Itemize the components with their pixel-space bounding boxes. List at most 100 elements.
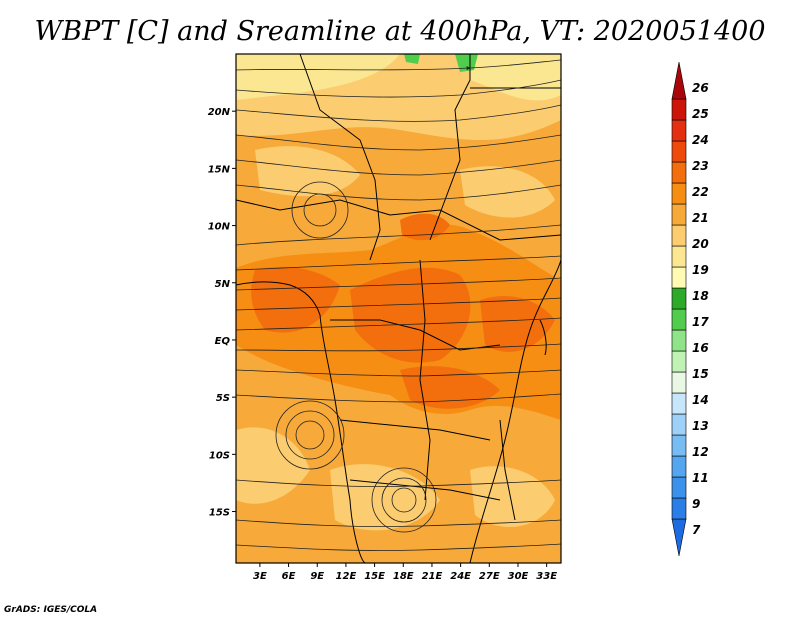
colorbar-label: 26 bbox=[692, 81, 709, 95]
y-tick-label: 20N bbox=[208, 107, 231, 118]
colorbar-label: 14 bbox=[692, 393, 709, 407]
wbpt-green-pocket-1 bbox=[404, 54, 420, 64]
colorbar-swatch bbox=[671, 476, 687, 499]
streamline-11 bbox=[236, 317, 561, 331]
wbpt-northeast-yellow bbox=[470, 54, 561, 101]
colorbar-label: 7 bbox=[692, 523, 701, 537]
y-tick-label: 5N bbox=[215, 279, 231, 290]
colorbar-swatch bbox=[671, 245, 687, 268]
colorbar-swatch bbox=[671, 266, 687, 289]
streamline-4 bbox=[236, 134, 561, 151]
colorbar-swatch bbox=[671, 308, 687, 331]
colorbar-swatch bbox=[671, 119, 687, 142]
map-frame bbox=[235, 53, 562, 564]
streamline-13 bbox=[236, 369, 561, 377]
colorbar-swatch bbox=[671, 287, 687, 310]
colorbar-label: 18 bbox=[692, 289, 709, 303]
wbpt-north-yellow bbox=[236, 54, 400, 100]
vortex-1-ring-1 bbox=[295, 420, 325, 450]
border-3 bbox=[236, 199, 561, 241]
wbpt-core-west bbox=[251, 266, 340, 333]
streamline-15 bbox=[236, 479, 561, 487]
vortex-2-ring-3 bbox=[371, 467, 437, 533]
colorbar-swatch bbox=[671, 203, 687, 226]
colorbar-label: 25 bbox=[692, 107, 709, 121]
y-tick-label: 10S bbox=[209, 450, 230, 461]
vortex-1-ring-2 bbox=[285, 410, 335, 460]
vortex-1-ring-3 bbox=[275, 400, 345, 470]
colorbar-label: 23 bbox=[692, 159, 709, 173]
y-tick-label: EQ bbox=[215, 336, 231, 347]
colorbar-label: 11 bbox=[692, 471, 709, 485]
west-coastline bbox=[236, 281, 366, 563]
colorbar-swatch bbox=[671, 434, 687, 457]
wbpt-core-south bbox=[400, 366, 500, 409]
streamline-6 bbox=[236, 184, 561, 201]
streamline-17 bbox=[236, 543, 561, 551]
streamline-16 bbox=[236, 519, 561, 527]
border-6 bbox=[349, 479, 501, 501]
border-7 bbox=[419, 259, 431, 501]
y-axis: 20N 15N 10N 5N EQ 5S 10S 15S bbox=[208, 107, 236, 519]
colorbar-swatch bbox=[671, 61, 687, 100]
streamline-8 bbox=[236, 255, 561, 271]
colorbar-label: 9 bbox=[692, 497, 700, 511]
x-tick-label: 30E bbox=[508, 571, 529, 582]
colorbar-label: 20 bbox=[692, 237, 709, 251]
x-tick-label: 21E bbox=[422, 571, 443, 582]
x-tick-label: 3E bbox=[253, 571, 267, 582]
vortex-2-ring-1 bbox=[391, 487, 417, 513]
colorbar-label: 24 bbox=[692, 133, 709, 147]
border-9 bbox=[499, 419, 516, 521]
x-tick-label: 12E bbox=[336, 571, 357, 582]
y-tick-label: 5S bbox=[216, 393, 230, 404]
wbpt-core-east bbox=[480, 296, 555, 352]
x-tick-label: 18E bbox=[393, 571, 414, 582]
colorbar-label: 15 bbox=[692, 367, 709, 381]
colorbar-label: 12 bbox=[692, 445, 709, 459]
streamline-1 bbox=[236, 59, 561, 71]
wbpt-south-patch-1 bbox=[236, 427, 310, 504]
colorbar-label: 13 bbox=[692, 419, 709, 433]
y-tick-label: 10N bbox=[208, 222, 231, 233]
colorbar-swatch bbox=[671, 518, 687, 557]
colorbar-swatch bbox=[671, 224, 687, 247]
grads-credit: GrADS: IGES/COLA bbox=[4, 605, 97, 615]
border-2 bbox=[299, 54, 381, 261]
colorbar-label: 17 bbox=[692, 315, 709, 329]
streamline-5 bbox=[236, 159, 561, 176]
colorbar-swatch bbox=[671, 98, 687, 121]
x-tick-label: 27E bbox=[479, 571, 500, 582]
colorbar-swatch bbox=[671, 329, 687, 352]
colorbar-swatch bbox=[671, 392, 687, 415]
vortex-2-ring-2 bbox=[381, 477, 427, 523]
border-1 bbox=[429, 54, 471, 241]
colorbar-swatch bbox=[671, 413, 687, 436]
streamline-12 bbox=[236, 343, 561, 352]
colorbar-swatch bbox=[671, 455, 687, 478]
x-axis: 3E 6E 9E 12E 15E 18E 21E 24E 27E 30E 33E bbox=[253, 563, 557, 582]
x-tick-label: 6E bbox=[282, 571, 296, 582]
x-tick-label: 33E bbox=[536, 571, 557, 582]
colorbar-swatch bbox=[671, 161, 687, 184]
colorbar-label: 19 bbox=[692, 263, 709, 277]
streamlines bbox=[236, 59, 561, 551]
colorbar-swatch bbox=[671, 350, 687, 373]
vortex-3-ring-2 bbox=[291, 181, 349, 239]
colorbar-label: 21 bbox=[692, 211, 709, 225]
map-area bbox=[236, 54, 561, 563]
streamline-14 bbox=[236, 393, 561, 403]
vortex-3-ring-1 bbox=[303, 193, 337, 227]
colorbar-label: 22 bbox=[692, 185, 709, 199]
wbpt-east-patch bbox=[460, 166, 555, 218]
border-5 bbox=[339, 419, 491, 441]
streamline-2 bbox=[236, 79, 561, 98]
chart-title: WBPT [C] and Sreamline at 400hPa, VT: 20… bbox=[35, 16, 766, 47]
streamline-3 bbox=[236, 104, 561, 122]
y-tick-label: 15N bbox=[208, 164, 231, 175]
colorbar-swatch bbox=[671, 182, 687, 205]
wbpt-core-central bbox=[350, 267, 471, 363]
wbpt-sahel-patch bbox=[255, 146, 360, 197]
streamline-9 bbox=[236, 277, 561, 291]
